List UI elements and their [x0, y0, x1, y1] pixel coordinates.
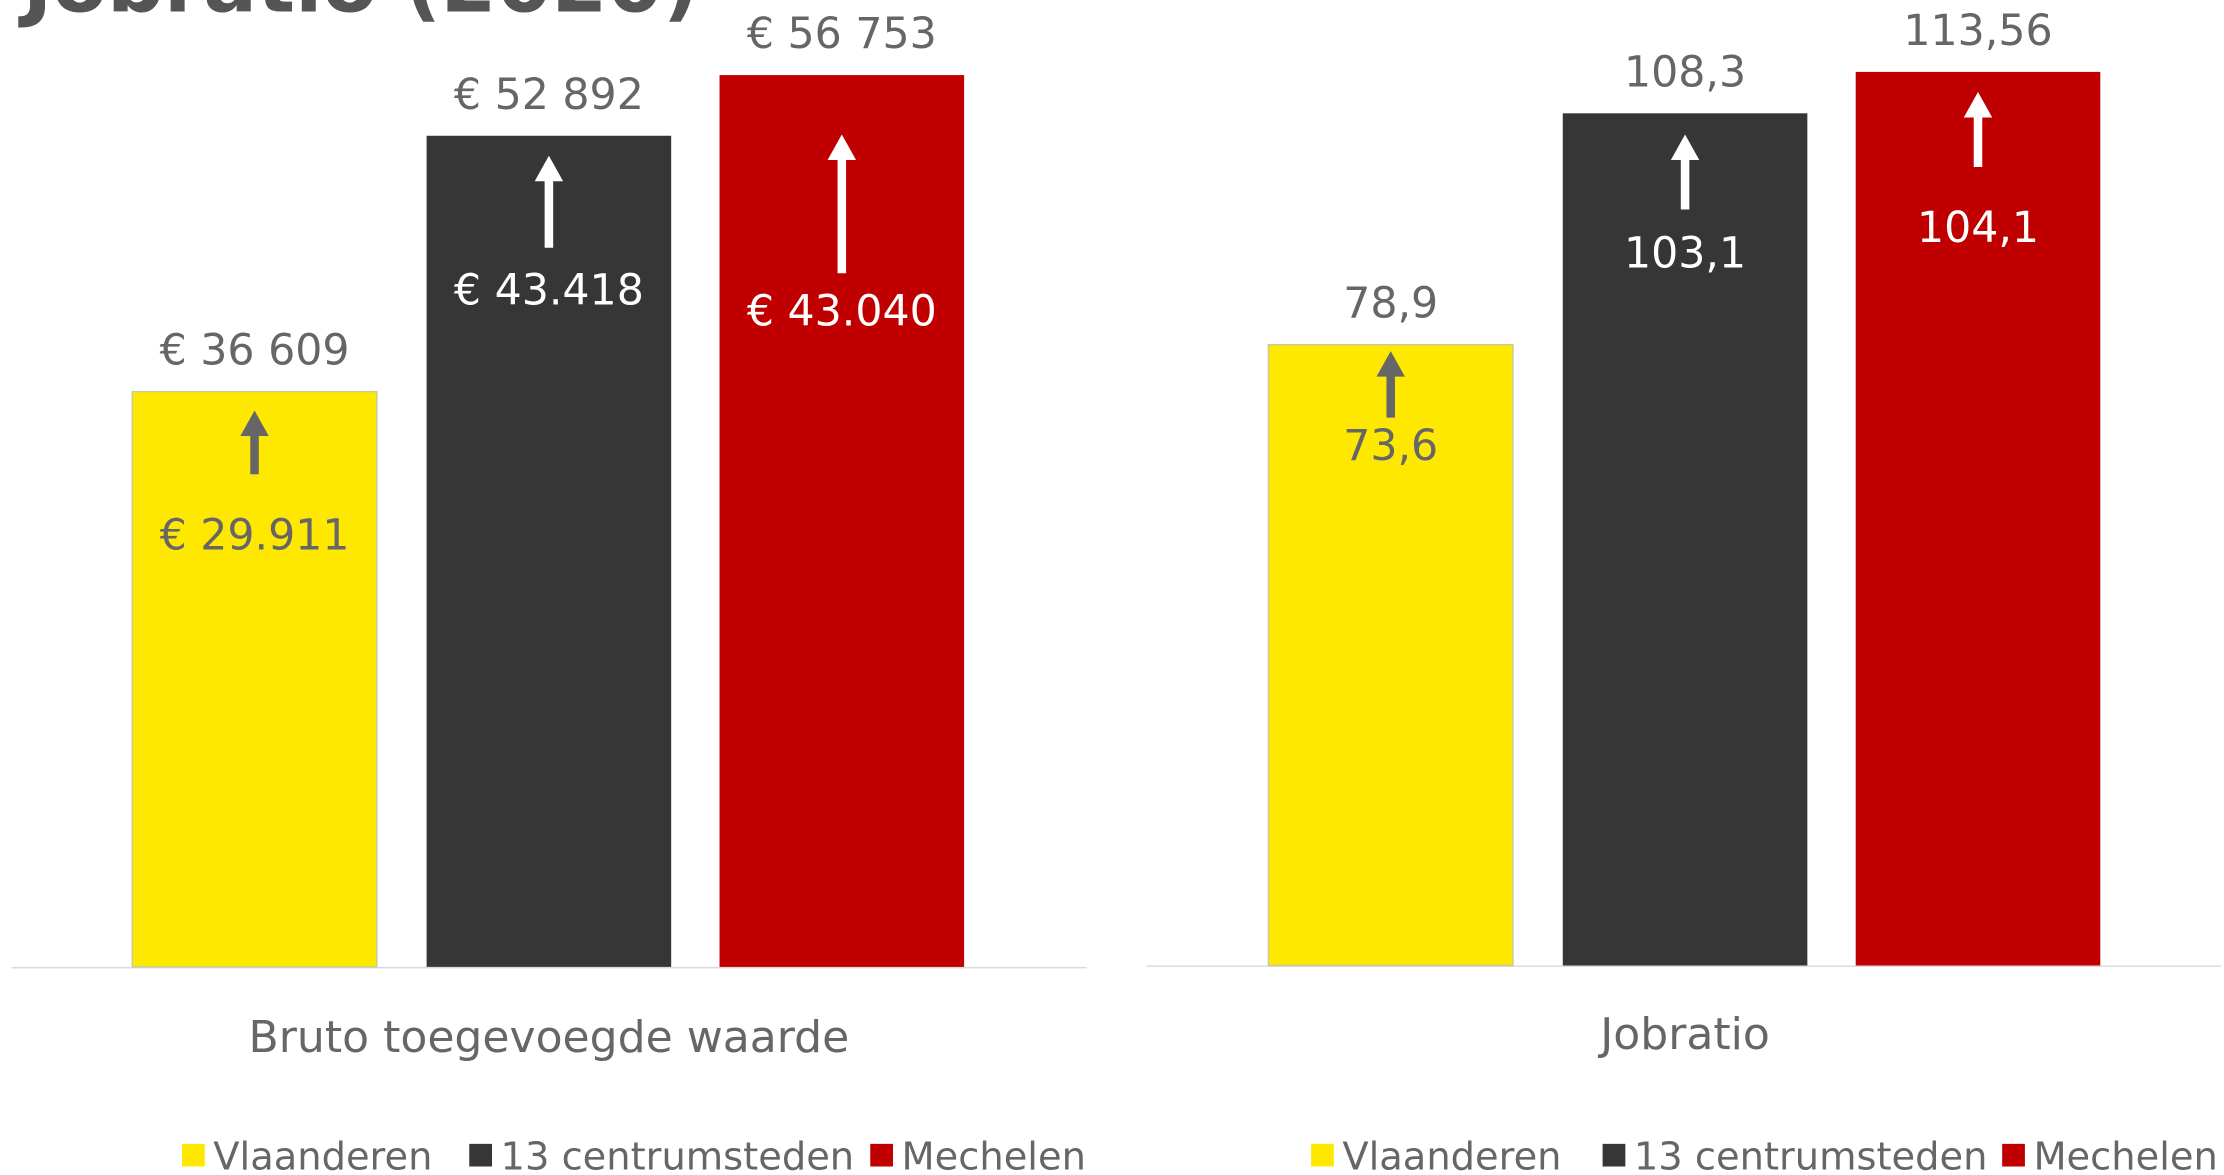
category-label: Bruto toegevoegde waarde: [249, 1012, 850, 1063]
value-label: € 36 609: [160, 326, 350, 376]
previous-value-label: € 43.040: [747, 287, 937, 337]
title: Jobratio (2020): [18, 0, 699, 30]
legend-swatch: [1602, 1143, 1626, 1167]
previous-value-label: 104,1: [1917, 203, 2039, 253]
value-label: 113,56: [1903, 6, 2052, 56]
previous-value-label: 73,6: [1343, 421, 1438, 471]
legend-label: Vlaanderen: [1342, 1134, 1561, 1175]
legend-swatch: [469, 1143, 493, 1167]
previous-value-label: € 29.911: [160, 510, 350, 560]
arrow-head: [1963, 92, 1993, 118]
value-label: 78,9: [1343, 279, 1438, 329]
arrow-head: [1670, 134, 1700, 160]
previous-value-label: 103,1: [1624, 229, 1746, 279]
legend-label: Mechelen: [902, 1134, 1086, 1175]
bar: [131, 390, 378, 968]
legend-label: 13 centrumsteden: [501, 1134, 855, 1175]
arrow-head: [1376, 351, 1405, 377]
value-label: 108,3: [1624, 47, 1746, 97]
value-label: € 56 753: [747, 9, 937, 59]
bar: [1562, 113, 1808, 966]
legend-label: Vlaanderen: [213, 1134, 432, 1175]
category-label: Jobratio: [1597, 1009, 1770, 1060]
arrow-head: [827, 134, 857, 160]
arrow-head: [240, 410, 269, 437]
bar: [1267, 343, 1514, 967]
previous-value-label: € 43.418: [454, 265, 644, 315]
arrow-head: [534, 155, 564, 182]
bar: [426, 135, 672, 967]
legend-label: Mechelen: [2033, 1134, 2217, 1175]
bar: [1855, 71, 2101, 966]
value-label: € 52 892: [454, 70, 644, 120]
legend-swatch: [182, 1143, 205, 1167]
legend-label: 13 centrumsteden: [1634, 1134, 1988, 1175]
legend-swatch: [2002, 1143, 2025, 1167]
legend-swatch: [870, 1143, 894, 1167]
legend-swatch: [1311, 1143, 1334, 1167]
